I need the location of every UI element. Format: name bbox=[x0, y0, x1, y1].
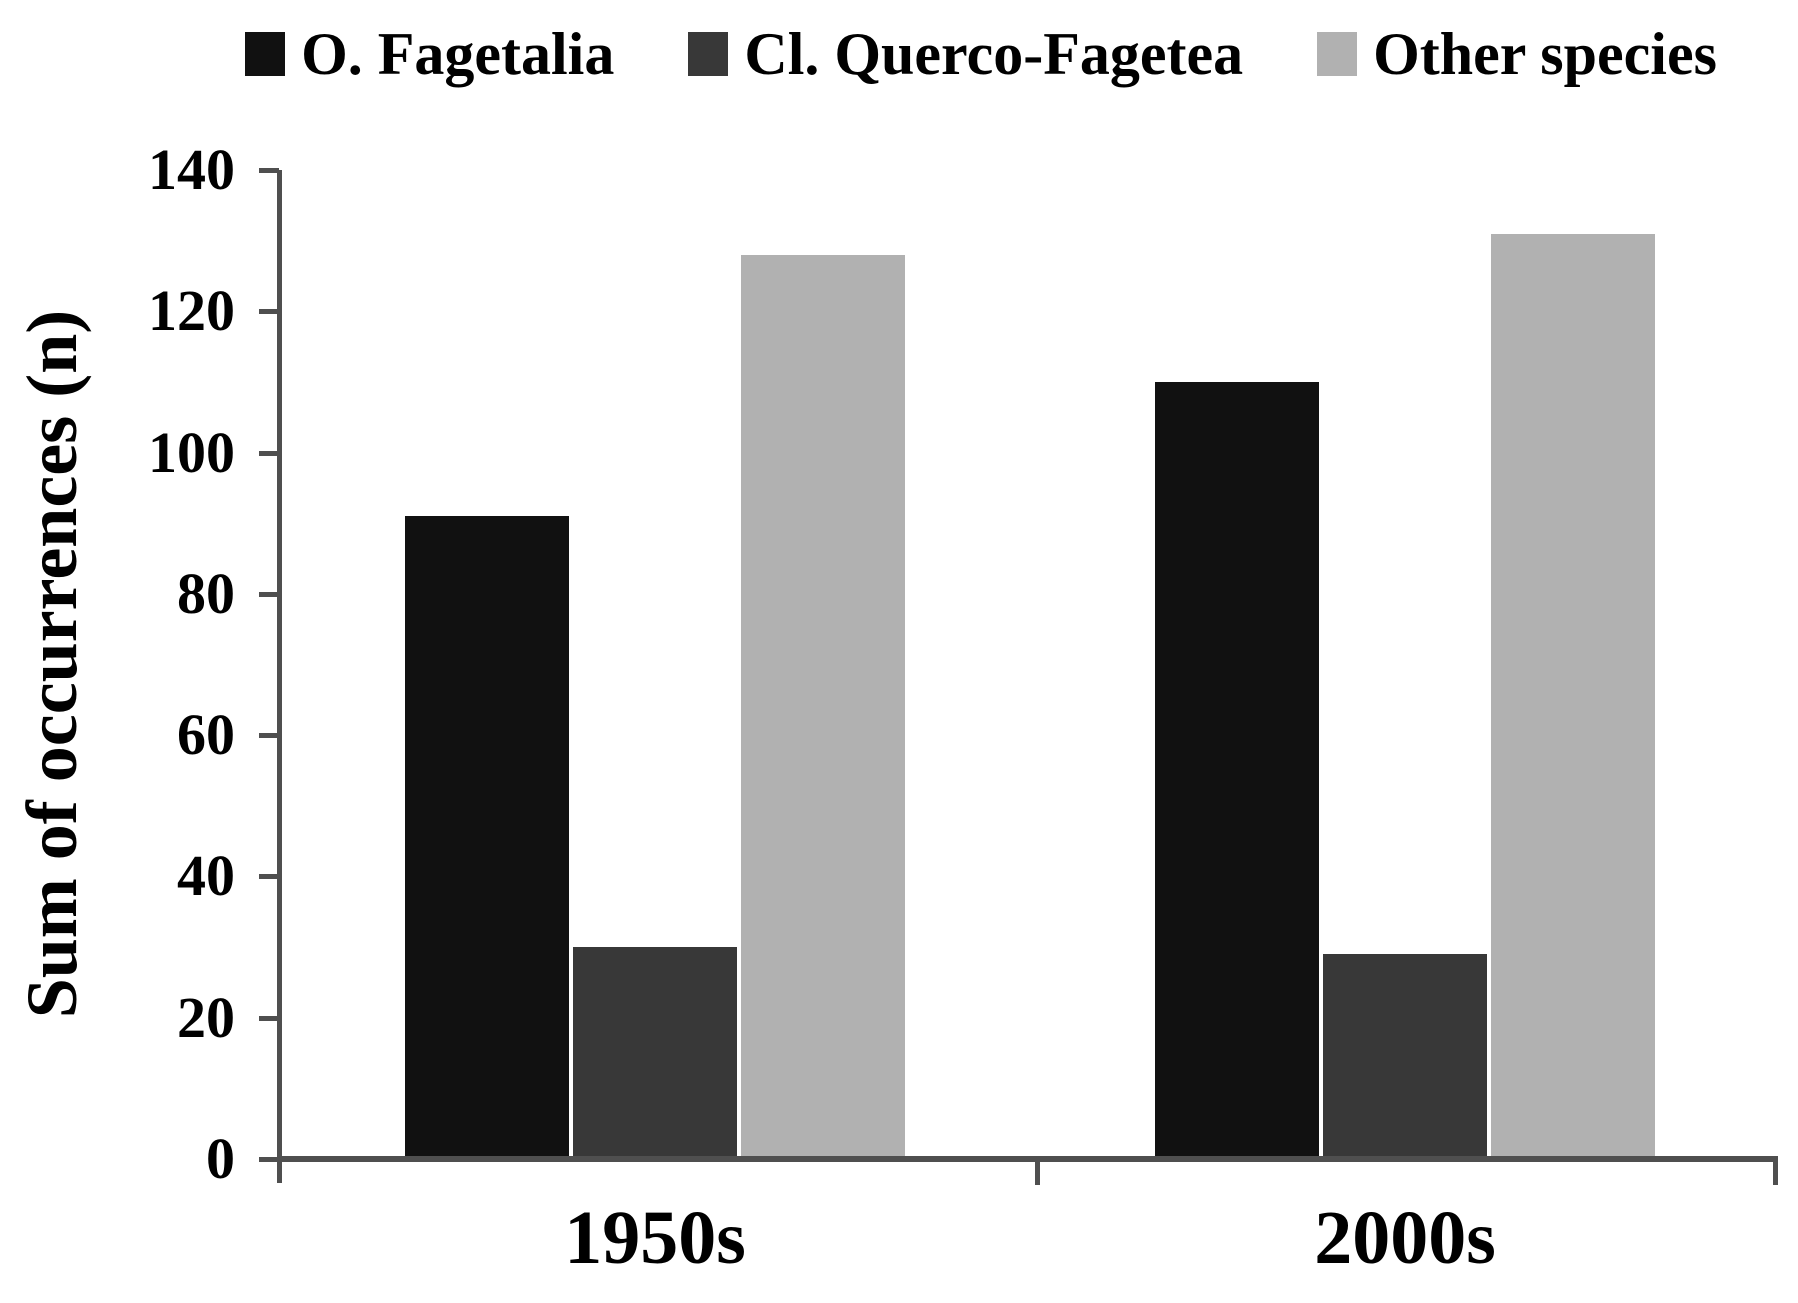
bar-o-fagetalia-1950s bbox=[405, 516, 569, 1159]
legend-swatch-cl-querco-fagetea bbox=[688, 32, 729, 76]
y-tick-label-140: 140 bbox=[148, 137, 235, 202]
plot-area: 0 20 40 60 80 100 120 140 1950s 2000s bbox=[148, 141, 1778, 1276]
legend-item-o-fagetalia: O. Fagetalia bbox=[245, 24, 614, 84]
x-tick-divider bbox=[1035, 1162, 1040, 1185]
legend-item-cl-querco-fagetea: Cl. Querco-Fagetea bbox=[688, 24, 1243, 84]
legend-swatch-o-fagetalia bbox=[245, 32, 286, 76]
y-tick-80 bbox=[259, 591, 279, 597]
y-tick-40 bbox=[259, 874, 279, 880]
x-tick-end bbox=[1773, 1162, 1778, 1185]
bar-cl-querco-fagetea-1950s bbox=[573, 947, 737, 1159]
x-category-label-2000s: 2000s bbox=[1314, 1196, 1496, 1280]
y-tick-label-60: 60 bbox=[177, 702, 235, 768]
y-tick-label-80: 80 bbox=[177, 560, 235, 626]
y-tick-label-20: 20 bbox=[177, 984, 235, 1050]
y-tick-140 bbox=[259, 168, 279, 173]
bar-cl-querco-fagetea-2000s bbox=[1323, 954, 1487, 1159]
legend-item-other-species: Other species bbox=[1317, 24, 1717, 84]
bar-other-species-2000s bbox=[1491, 233, 1655, 1159]
x-axis-line bbox=[279, 1156, 1778, 1162]
bar-other-species-1950s bbox=[741, 254, 905, 1159]
bar-o-fagetalia-2000s bbox=[1155, 381, 1319, 1159]
y-axis-line bbox=[277, 170, 282, 1183]
y-tick-100 bbox=[259, 450, 279, 456]
legend-label-o-fagetalia: O. Fagetalia bbox=[301, 21, 615, 87]
y-tick-label-100: 100 bbox=[148, 419, 235, 485]
y-tick-0 bbox=[259, 1157, 279, 1162]
legend-label-other-species: Other species bbox=[1373, 21, 1717, 87]
y-tick-120 bbox=[259, 309, 279, 315]
y-tick-label-120: 120 bbox=[148, 278, 235, 344]
legend-swatch-other-species bbox=[1317, 32, 1358, 76]
y-tick-label-40: 40 bbox=[177, 843, 235, 909]
y-axis-title: Sum of occurrences (n) bbox=[12, 309, 92, 1019]
y-tick-20 bbox=[259, 1015, 279, 1021]
legend: O. Fagetalia Cl. Querco-Fagetea Other spec… bbox=[82, 8, 1798, 100]
x-category-label-1950s: 1950s bbox=[564, 1196, 746, 1280]
legend-label-cl-querco-fagetea: Cl. Querco-Fagetea bbox=[744, 21, 1244, 87]
y-tick-label-0: 0 bbox=[206, 1126, 235, 1191]
y-tick-60 bbox=[259, 733, 279, 739]
